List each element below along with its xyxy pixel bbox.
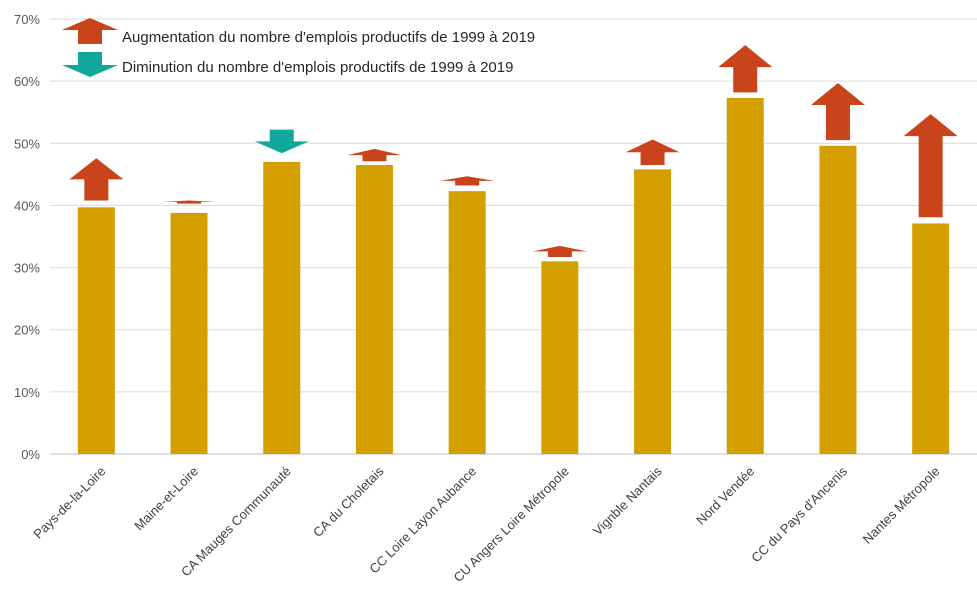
up-arrow-icon xyxy=(810,83,865,141)
up-arrow-icon xyxy=(903,114,958,218)
up-arrow-icon xyxy=(62,18,118,44)
y-tick-label: 30% xyxy=(14,261,40,276)
x-tick-label: CA du Choletais xyxy=(310,463,387,540)
y-tick-label: 40% xyxy=(14,198,40,213)
y-tick-label: 60% xyxy=(14,74,40,89)
legend-item-decrease: Diminution du nombre d'emplois productif… xyxy=(62,52,513,77)
y-tick-label: 50% xyxy=(14,136,40,151)
legend-item-increase: Augmentation du nombre d'emplois product… xyxy=(62,18,535,46)
x-tick-label: CC du Pays d'Ancenis xyxy=(748,463,850,565)
up-arrow-icon xyxy=(162,200,217,204)
bar xyxy=(77,207,115,454)
up-arrow-icon xyxy=(347,148,402,162)
bar xyxy=(819,145,857,454)
x-tick-label: Nantes Métropole xyxy=(860,464,943,547)
y-tick-label: 70% xyxy=(14,12,40,27)
bars xyxy=(77,97,950,455)
legend: Augmentation du nombre d'emplois product… xyxy=(62,18,535,77)
bar xyxy=(912,223,950,454)
x-tick-label: Nord Vendée xyxy=(693,464,757,528)
y-tick-label: 10% xyxy=(14,385,40,400)
x-tick-label: Maine-et-Loire xyxy=(131,464,201,534)
x-tick-label: CC Loire Layon Aubance xyxy=(366,464,479,577)
up-arrow-icon xyxy=(718,45,773,93)
bar xyxy=(448,191,486,454)
x-tick-label: Vignble Nantais xyxy=(590,463,665,538)
bar xyxy=(634,169,672,454)
bar xyxy=(263,161,301,454)
change-arrows xyxy=(69,45,958,258)
up-arrow-icon xyxy=(440,176,495,186)
legend-label-decrease: Diminution du nombre d'emplois productif… xyxy=(122,59,513,76)
bar xyxy=(170,212,208,454)
bar xyxy=(726,97,764,455)
down-arrow-icon xyxy=(254,129,309,154)
y-tick-label: 0% xyxy=(21,447,40,462)
x-tick-label: Pays-de-la-Loire xyxy=(30,464,108,542)
up-arrow-icon xyxy=(625,139,680,166)
down-arrow-icon-shape xyxy=(62,52,118,77)
y-axis-ticks: 0% 10% 20% 30% 40% 50% 60% 70% xyxy=(14,12,40,462)
up-arrow-icon-shape xyxy=(62,18,118,44)
up-arrow-icon xyxy=(69,158,124,201)
y-tick-label: 20% xyxy=(14,323,40,338)
legend-label-increase: Augmentation du nombre d'emplois product… xyxy=(122,29,535,46)
bar xyxy=(541,261,579,454)
up-arrow-icon xyxy=(532,245,587,258)
x-tick-label: CA Mauges Communauté xyxy=(178,464,294,580)
down-arrow-icon xyxy=(62,52,118,77)
bar xyxy=(355,165,393,455)
